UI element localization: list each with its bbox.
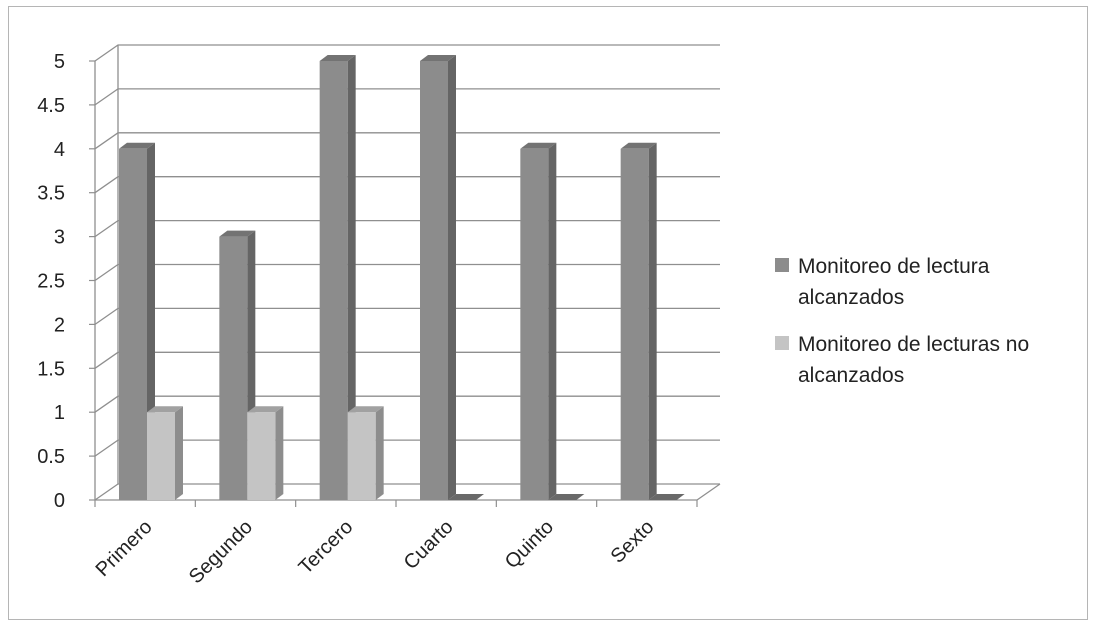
bar xyxy=(247,406,284,500)
legend-swatch xyxy=(775,258,789,272)
y-tick-label: 2 xyxy=(54,314,65,336)
y-tick-label: 1.5 xyxy=(37,358,65,380)
bar xyxy=(548,494,585,500)
legend-label: Monitoreo de lecturas no xyxy=(798,333,1029,356)
bars xyxy=(119,55,685,501)
bar xyxy=(420,55,456,500)
bar xyxy=(520,142,557,501)
legend-swatch xyxy=(775,336,789,350)
legend-label: Monitoreo de lectura xyxy=(798,255,990,278)
x-category-label: Tercero xyxy=(295,516,358,579)
y-tick-label: 0 xyxy=(54,490,65,512)
axes xyxy=(89,45,721,507)
y-tick-label: 4 xyxy=(54,139,65,161)
legend-label: alcanzados xyxy=(798,286,904,309)
y-tick-label: 3.5 xyxy=(37,183,65,205)
legend-label: alcanzados xyxy=(798,364,904,387)
bar xyxy=(319,55,356,500)
bar xyxy=(448,494,484,500)
bar xyxy=(620,142,657,501)
gridline xyxy=(94,88,720,106)
x-category-label: Segundo xyxy=(185,516,257,588)
y-tick-label: 2.5 xyxy=(37,271,65,293)
x-category-label: Cuarto xyxy=(400,516,458,574)
bar xyxy=(147,406,183,500)
y-tick-labels: 0 0.5 1 1.5 2 2.5 3 3.5 4 4.5 5 xyxy=(37,51,65,512)
y-tick-label: 1 xyxy=(54,402,65,424)
y-tick-label: 0.5 xyxy=(37,446,65,468)
legend-entry: Monitoreo de lecturas no alcanzados xyxy=(775,333,1029,387)
legend: Monitoreo de lecturaalcanzadosMonitoreo … xyxy=(775,255,1029,387)
gridline xyxy=(94,44,720,62)
x-category-label: Sexto xyxy=(607,516,659,568)
y-tick-label: 3 xyxy=(54,227,65,249)
bar xyxy=(347,406,384,500)
x-category-labels: Primero Segundo Tercero Cuarto Quinto Sexto xyxy=(92,516,659,588)
x-category-label: Primero xyxy=(92,516,157,581)
y-tick-label: 5 xyxy=(54,51,65,73)
y-tick-label: 4.5 xyxy=(37,95,65,117)
bar xyxy=(648,494,685,500)
legend-entry: Monitoreo de lectura alcanzados xyxy=(775,255,990,309)
x-category-label: Quinto xyxy=(501,516,558,573)
